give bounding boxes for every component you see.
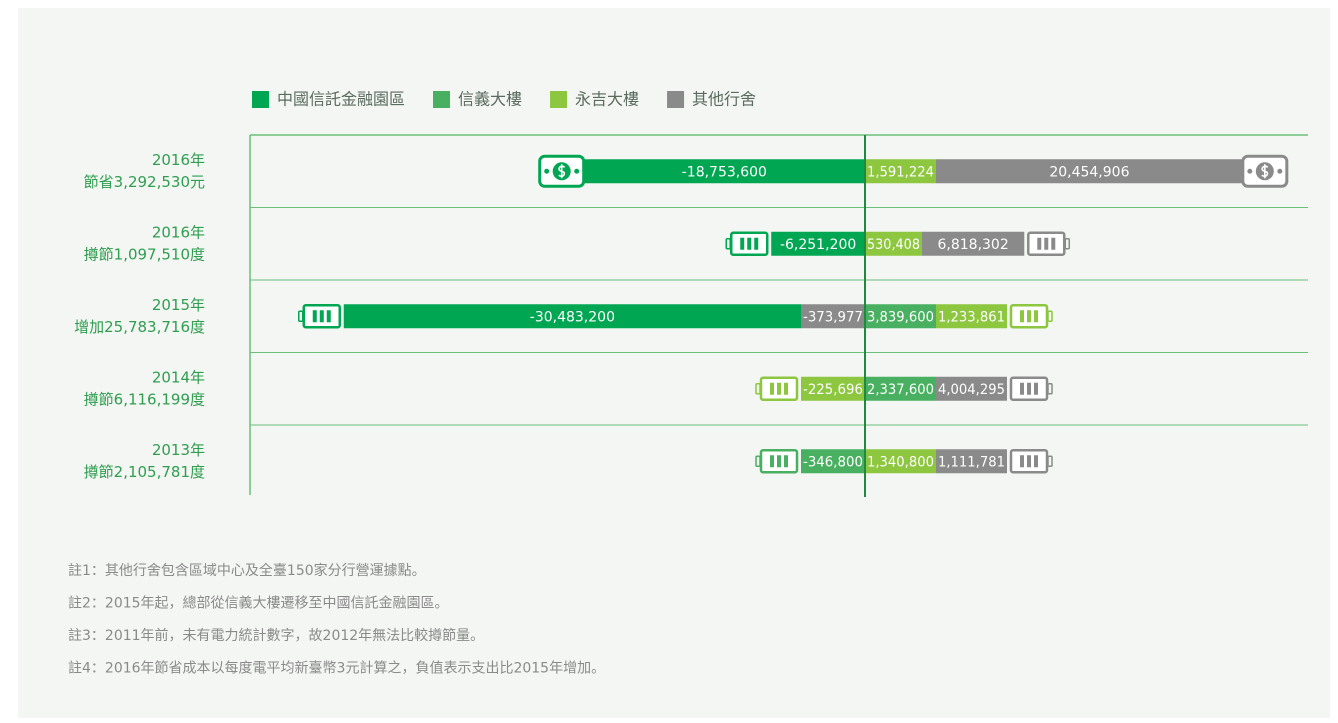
row-label: 撙節6,116,199度	[84, 390, 205, 408]
bar-segment	[922, 231, 1025, 256]
battery-cell	[1020, 382, 1024, 395]
value-label: -346,800	[803, 454, 863, 470]
battery-nub	[1047, 455, 1053, 467]
value-label: -373,977	[803, 309, 863, 325]
bar-segment	[865, 231, 922, 256]
legend-label: 其他行舍	[692, 90, 756, 109]
battery-cell	[770, 455, 774, 468]
value-label: 1,233,861	[938, 309, 1005, 325]
value-label: -225,696	[803, 382, 863, 398]
bar-segment	[936, 159, 1243, 184]
value-label: -6,251,200	[780, 237, 856, 253]
battery-cell	[784, 455, 788, 468]
bar-segment	[936, 449, 1007, 474]
money-icon-dot	[544, 168, 550, 174]
row-label: 2016年	[152, 223, 205, 241]
bar-segment	[801, 449, 865, 474]
battery-nub	[725, 238, 731, 250]
legend-swatch	[667, 91, 685, 108]
bar-segment	[801, 304, 865, 329]
battery-cell	[1034, 382, 1038, 395]
money-icon-sign	[558, 164, 566, 179]
panel	[18, 8, 1330, 718]
value-label: 530,408	[867, 237, 920, 253]
value-label: 4,004,295	[938, 382, 1005, 398]
value-label: 1,591,224	[867, 164, 934, 180]
row-label: 增加25,783,716度	[74, 318, 205, 336]
bar-segment	[936, 304, 1007, 329]
battery-cell	[747, 237, 752, 250]
battery-cell	[1051, 237, 1056, 250]
bar-segment	[801, 376, 865, 401]
money-icon-sign	[1261, 164, 1269, 179]
battery-cell	[740, 237, 745, 250]
row-label: 2016年	[152, 151, 205, 169]
bar-segment	[865, 376, 936, 401]
legend-swatch	[550, 91, 568, 108]
money-icon-dot	[1277, 168, 1283, 174]
battery-nub	[298, 310, 304, 322]
battery-cell	[1027, 382, 1031, 395]
bar-segment	[583, 159, 865, 184]
value-label: 2,337,600	[867, 382, 934, 398]
bar-segment	[865, 159, 936, 184]
battery-cell	[770, 382, 774, 395]
battery-cell	[1027, 310, 1031, 323]
row-label: 2014年	[152, 368, 205, 386]
value-label: -30,483,200	[530, 309, 615, 325]
battery-cell	[1044, 237, 1049, 250]
row-label: 節省3,292,530元	[84, 173, 205, 191]
bar-segment	[865, 304, 936, 329]
bar-segment	[343, 304, 801, 329]
battery-nub	[1064, 238, 1071, 250]
value-label: -18,753,600	[682, 164, 767, 180]
battery-cell	[1037, 237, 1042, 250]
money-icon-dot	[1247, 168, 1253, 174]
value-label: 3,839,600	[867, 309, 934, 325]
battery-cell	[1020, 310, 1024, 323]
value-label: 1,111,781	[938, 454, 1005, 470]
bar-segment	[771, 231, 865, 256]
battery-cell	[784, 382, 788, 395]
bar-segment	[865, 449, 936, 474]
battery-cell	[1034, 310, 1038, 323]
legend-swatch	[252, 91, 269, 108]
legend-swatch	[433, 91, 451, 108]
battery-cell	[1034, 455, 1038, 468]
row-label: 2015年	[152, 296, 205, 314]
value-label: 20,454,906	[1049, 164, 1129, 180]
value-label: 6,818,302	[938, 237, 1009, 253]
battery-nub	[755, 383, 761, 395]
value-label: 1,340,800	[867, 454, 934, 470]
row-label: 撙節2,105,781度	[84, 463, 205, 481]
legend-label: 信義大樓	[458, 90, 522, 109]
row-label: 撙節1,097,510度	[84, 245, 205, 263]
battery-cell	[754, 237, 759, 250]
battery-cell	[777, 382, 781, 395]
battery-cell	[319, 310, 324, 323]
battery-cell	[777, 455, 781, 468]
note: 註2：2015年起，總部從信義大樓遷移至中國信託金融園區。	[68, 595, 449, 612]
legend-label: 永吉大樓	[575, 90, 639, 109]
battery-nub	[1047, 383, 1053, 395]
note: 註3：2011年前，未有電力統計數字，故2012年無法比較撙節量。	[68, 627, 484, 644]
battery-nub	[755, 455, 761, 467]
money-icon-dot	[574, 168, 580, 174]
battery-cell	[312, 310, 317, 323]
row-label: 2013年	[152, 441, 205, 459]
battery-cell	[326, 310, 331, 323]
note: 註1：其他行舍包含區域中心及全臺150家分行營運據點。	[68, 562, 426, 579]
battery-cell	[1027, 455, 1031, 468]
legend-label: 中國信託金融園區	[277, 90, 405, 109]
battery-cell	[1020, 455, 1024, 468]
note: 註4：2016年節省成本以每度電平均新臺幣3元計算之，負值表示支出比2015年增…	[68, 660, 605, 677]
bar-segment	[936, 376, 1007, 401]
battery-nub	[1047, 310, 1053, 322]
